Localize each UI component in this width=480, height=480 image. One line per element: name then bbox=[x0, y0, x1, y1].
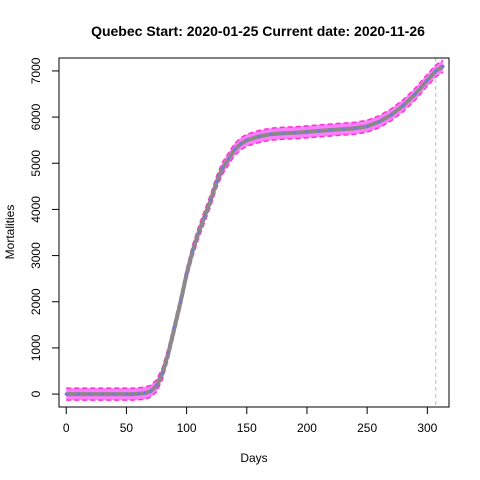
x-axis: 0 50 100 150 200 250 300 bbox=[63, 407, 438, 435]
data-point bbox=[172, 325, 177, 329]
x-tick-label: 100 bbox=[177, 421, 197, 435]
data-point bbox=[197, 230, 201, 235]
data-point bbox=[239, 142, 243, 146]
data-point bbox=[341, 127, 345, 131]
data-point bbox=[365, 124, 369, 128]
data-point bbox=[441, 64, 445, 68]
data-point bbox=[154, 384, 159, 388]
data-point bbox=[166, 350, 171, 355]
band-lower-edge bbox=[66, 71, 444, 401]
chart-title: Quebec Start: 2020-01-25 Current date: 2… bbox=[91, 23, 425, 39]
data-point bbox=[112, 392, 116, 396]
data-point bbox=[221, 166, 225, 170]
data-point bbox=[389, 113, 393, 117]
data-point bbox=[88, 392, 92, 396]
data-point bbox=[130, 392, 135, 396]
x-tick-label: 50 bbox=[120, 421, 134, 435]
data-point bbox=[269, 132, 273, 136]
data-point bbox=[227, 157, 231, 161]
data-point bbox=[209, 198, 213, 202]
data-point bbox=[203, 214, 207, 218]
data-point bbox=[353, 126, 357, 130]
y-tick-label: 4000 bbox=[29, 196, 43, 223]
data-point bbox=[184, 272, 189, 276]
data-point bbox=[257, 134, 261, 139]
data-point bbox=[317, 129, 321, 133]
y-tick-label: 7000 bbox=[29, 57, 43, 84]
data-point bbox=[64, 392, 68, 396]
data-point bbox=[124, 392, 129, 396]
data-point bbox=[136, 392, 141, 396]
x-tick-label: 300 bbox=[417, 421, 437, 435]
data-point bbox=[148, 389, 153, 393]
x-tick-label: 250 bbox=[357, 421, 377, 435]
x-tick-label: 150 bbox=[237, 421, 257, 435]
data-point bbox=[76, 392, 80, 396]
uncertainty-band bbox=[66, 60, 443, 401]
x-axis-label: Days bbox=[240, 451, 267, 465]
mean-line bbox=[66, 64, 445, 397]
y-tick-label: 3000 bbox=[29, 242, 43, 269]
plot-area bbox=[64, 58, 445, 407]
data-point bbox=[160, 371, 165, 375]
data-point bbox=[142, 391, 147, 395]
y-axis: 0 1000 2000 3000 4000 5000 6000 7000 bbox=[29, 57, 59, 397]
y-tick-label: 2000 bbox=[29, 288, 43, 315]
y-axis-label: Mortalities bbox=[3, 205, 17, 260]
data-point bbox=[401, 103, 405, 108]
data-point bbox=[191, 249, 195, 253]
data-point bbox=[245, 138, 249, 142]
x-tick-label: 0 bbox=[63, 421, 70, 435]
data-point bbox=[215, 180, 219, 184]
data-point bbox=[434, 69, 438, 73]
data-point bbox=[178, 300, 183, 304]
data-point bbox=[233, 147, 237, 152]
x-tick-label: 200 bbox=[297, 421, 317, 435]
y-tick-label: 1000 bbox=[29, 334, 43, 361]
data-point bbox=[281, 131, 285, 135]
y-tick-label: 5000 bbox=[29, 150, 43, 177]
band-upper-edge bbox=[66, 59, 444, 389]
data-point bbox=[100, 392, 104, 396]
y-tick-label: 0 bbox=[29, 390, 43, 397]
y-tick-label: 6000 bbox=[29, 103, 43, 130]
data-point bbox=[293, 131, 297, 135]
data-point bbox=[305, 130, 309, 134]
data-point bbox=[425, 78, 429, 82]
data-point bbox=[377, 120, 381, 124]
data-point bbox=[329, 128, 333, 132]
data-point bbox=[413, 92, 417, 96]
plot-frame bbox=[58, 57, 450, 408]
